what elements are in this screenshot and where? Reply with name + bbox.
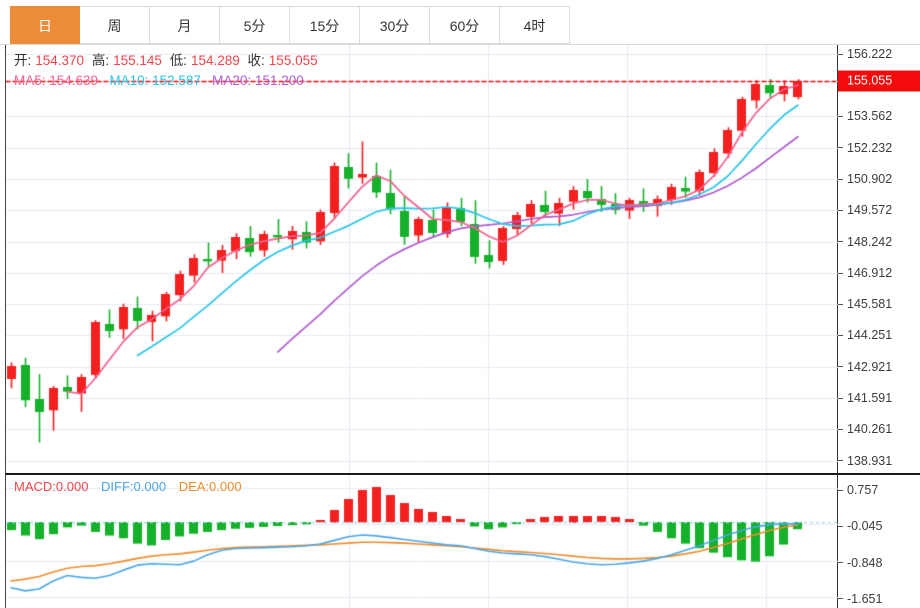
price-tick: 146.912 <box>838 266 892 280</box>
current-price-badge: 155.055 <box>838 70 920 92</box>
macd-tick: -0.848 <box>838 556 882 570</box>
macd-tick: -0.045 <box>838 519 882 533</box>
macd-tick: 0.757 <box>838 483 878 497</box>
tab-3[interactable]: 5分 <box>220 6 290 44</box>
tab-5[interactable]: 30分 <box>360 6 430 44</box>
price-tick: 148.242 <box>838 235 892 249</box>
price-tick: 152.232 <box>838 141 892 155</box>
macd-series <box>6 475 839 608</box>
tab-6[interactable]: 60分 <box>430 6 500 44</box>
price-tick: 153.562 <box>838 109 892 123</box>
price-tick: 150.902 <box>838 172 892 186</box>
price-tick: 138.931 <box>838 454 892 468</box>
price-tick: 141.591 <box>838 391 892 405</box>
candlestick-series <box>6 45 839 473</box>
price-tick: 144.251 <box>838 328 892 342</box>
timeframe-tabbar: 日周月 5分 15分 30分 60分 4时 <box>0 0 920 45</box>
tab-0[interactable]: 日 <box>10 6 80 44</box>
macd-tick: -1.651 <box>838 592 882 606</box>
macd-chart-panel[interactable] <box>5 473 839 608</box>
tab-2[interactable]: 月 <box>150 6 220 44</box>
tab-7[interactable]: 4时 <box>500 6 570 44</box>
price-tick: 156.222 <box>838 47 892 61</box>
macd-y-axis: 0.757 -0.045 -0.848 -1.651 <box>838 473 920 608</box>
price-chart-panel[interactable] <box>5 45 839 473</box>
timeframe-tabs: 日周月 5分 15分 30分 60分 4时 <box>10 6 570 44</box>
price-tick: 140.261 <box>838 422 892 436</box>
tab-4[interactable]: 15分 <box>290 6 360 44</box>
price-tick: 142.921 <box>838 360 892 374</box>
tab-1[interactable]: 周 <box>80 6 150 44</box>
price-y-axis: 156.222 155.055 153.562 152.232 150.902 149.5… <box>838 45 920 473</box>
price-tick: 149.572 <box>838 203 892 217</box>
price-tick: 145.581 <box>838 297 892 311</box>
